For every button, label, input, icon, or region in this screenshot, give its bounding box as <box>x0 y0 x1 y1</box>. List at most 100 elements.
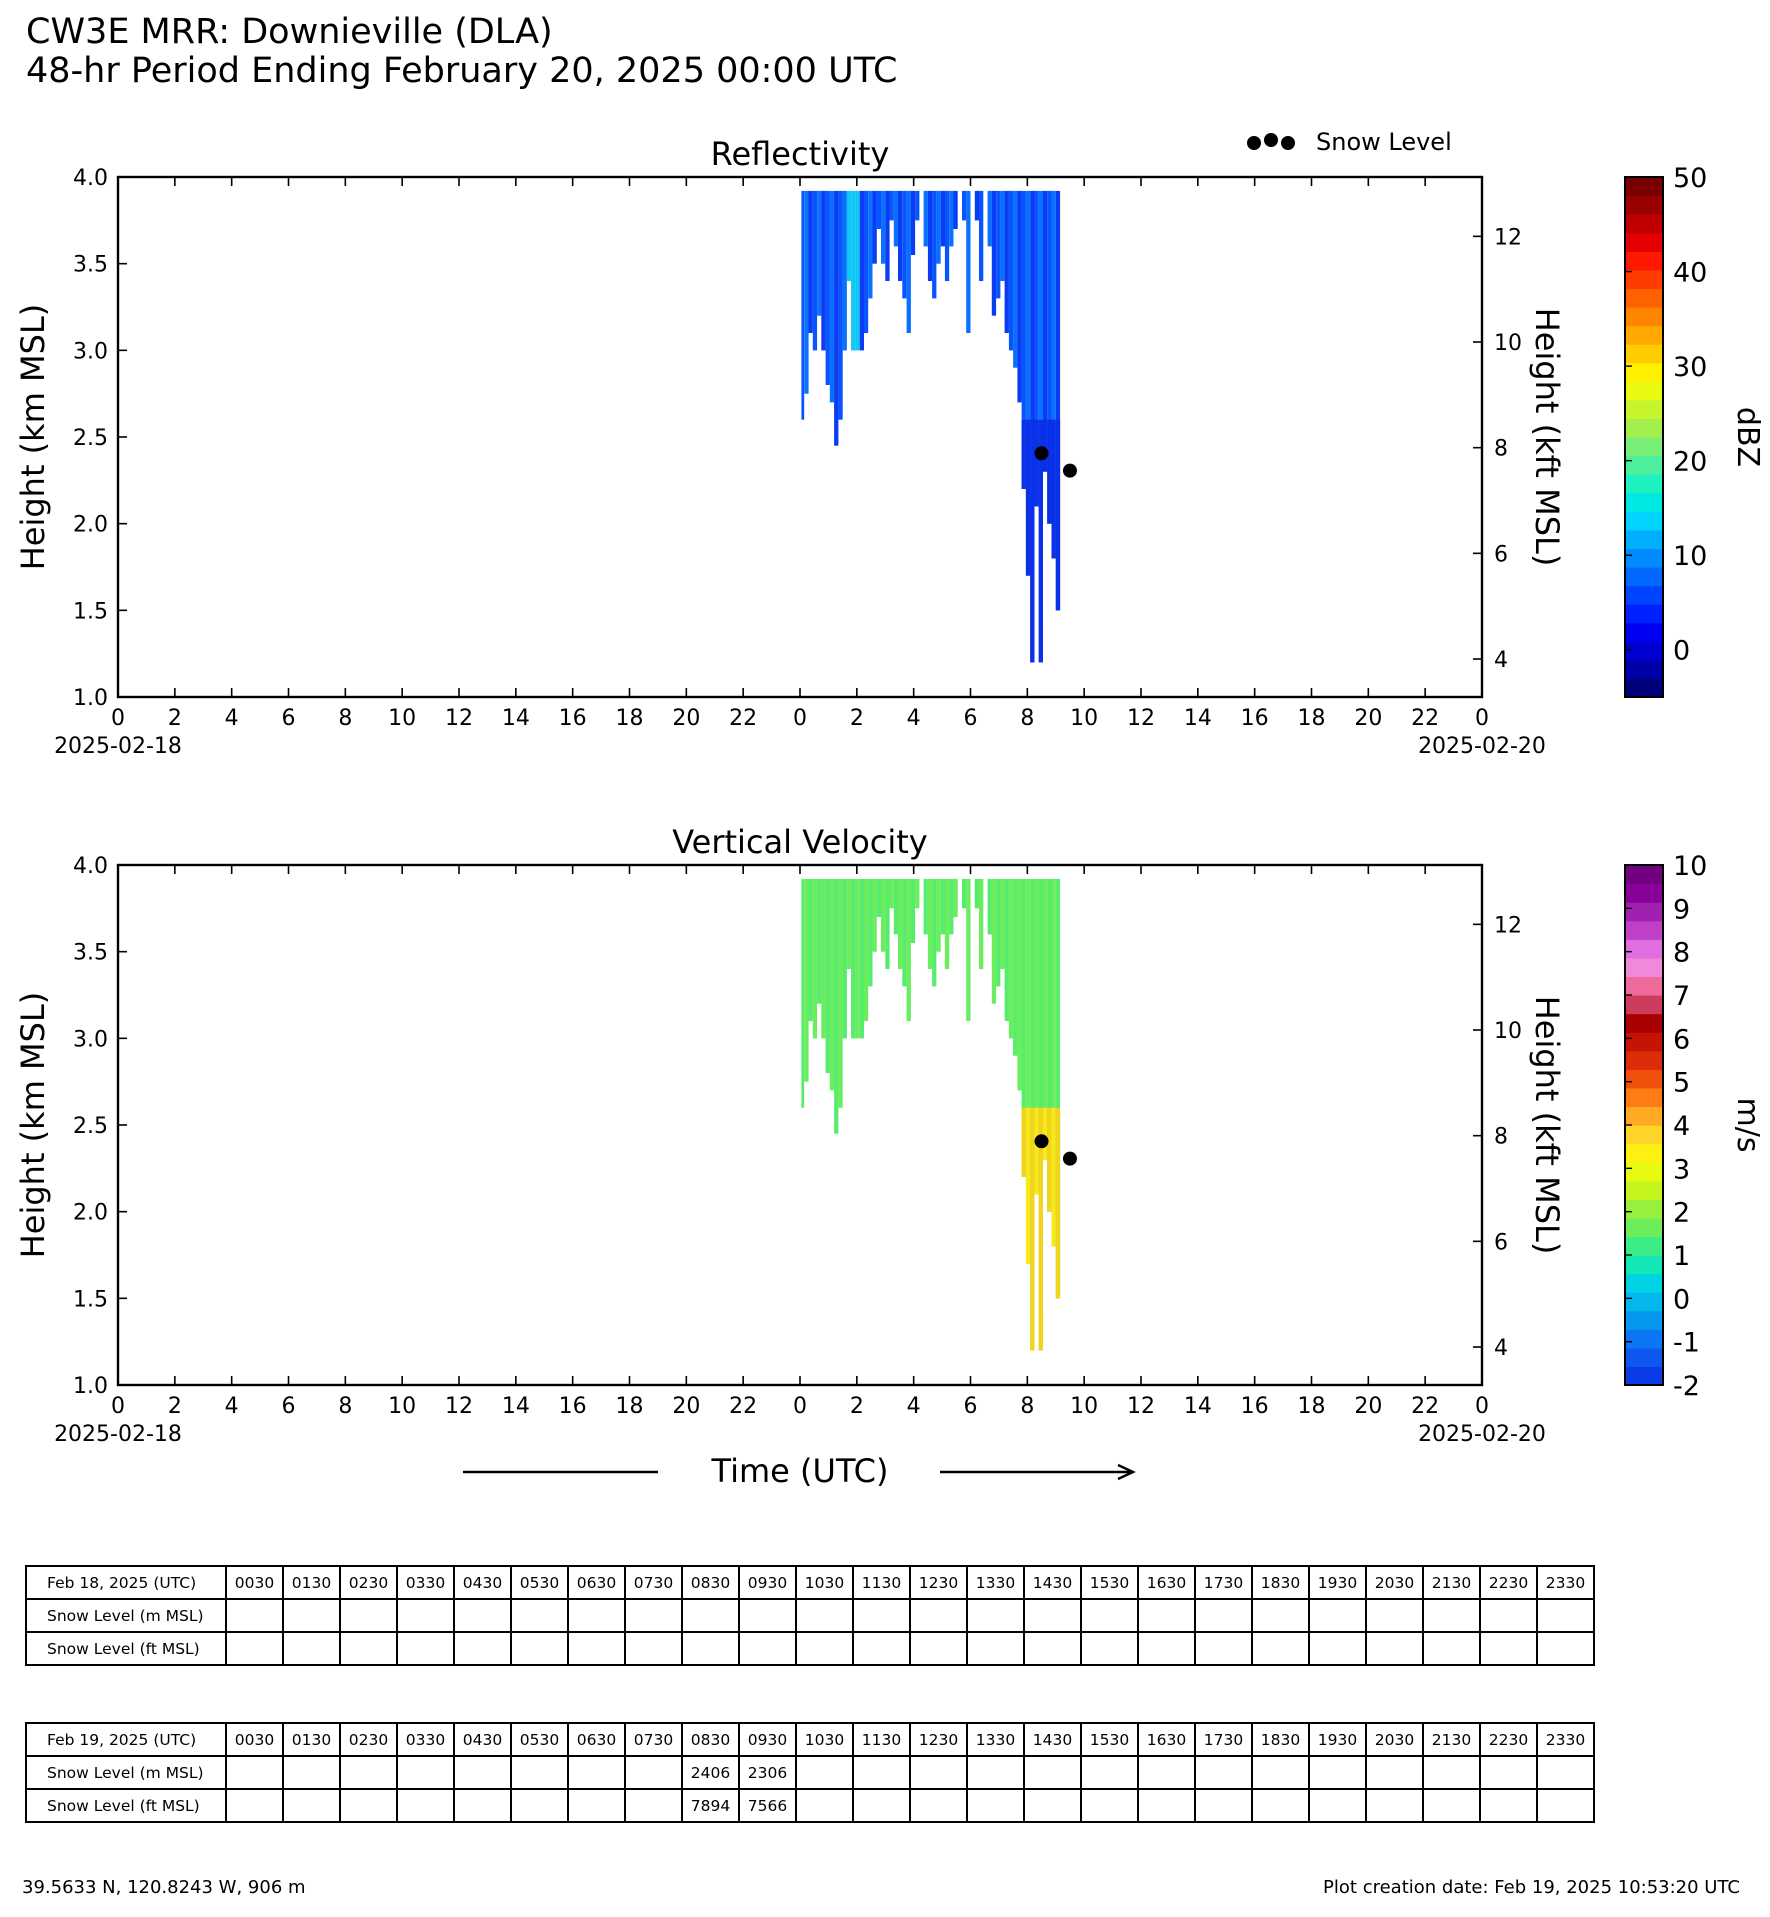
colorbar-segment <box>1625 659 1663 680</box>
table-time-header: 1730 <box>1194 1565 1253 1600</box>
x-tick-label: 0 <box>793 1394 807 1419</box>
table-time-header: 1230 <box>909 1722 968 1757</box>
table-cell <box>396 1598 455 1633</box>
echo-column <box>889 190 894 221</box>
colorbar-segment <box>1625 622 1663 642</box>
snow-level-table-feb19: Feb 19, 2025 (UTC) 0030 0130 0230 0330 0430 05… <box>25 1722 1595 1823</box>
table-time-header: 0130 <box>282 1565 341 1600</box>
echo-lower-band <box>1043 1107 1048 1160</box>
echo-column <box>876 878 881 917</box>
x-tick-label: 2 <box>168 1394 182 1419</box>
echo-column <box>1051 190 1056 559</box>
x-tick-label: 18 <box>1298 1394 1326 1419</box>
x-date-end-label: 2025-02-20 <box>1418 1422 1546 1447</box>
echo-column <box>944 878 950 969</box>
y-tick-label: 2.5 <box>73 426 108 451</box>
echo-lower-band <box>1055 419 1061 611</box>
echo-column <box>863 190 869 333</box>
x-tick-label: 16 <box>1241 1394 1269 1419</box>
table-cell <box>1536 1631 1595 1666</box>
table-cell <box>852 1755 911 1790</box>
table-cell <box>1251 1598 1310 1633</box>
table-cell <box>510 1755 569 1790</box>
echo-column <box>1051 878 1056 1247</box>
echo-column <box>893 878 899 935</box>
colorbar-segment <box>1625 1217 1663 1238</box>
echo-column <box>851 190 856 351</box>
echo-column <box>944 190 950 281</box>
table-cell <box>225 1631 284 1666</box>
table-cell <box>738 1598 797 1633</box>
colorbar-tick-label: 10 <box>1673 851 1707 882</box>
x-date-start-label: 2025-02-18 <box>54 1422 182 1447</box>
echo-column <box>872 190 877 264</box>
x-tick-label: 4 <box>225 1394 239 1419</box>
colorbar-segment <box>1625 567 1663 587</box>
table-cell <box>1365 1598 1424 1633</box>
colorbar-tick-label: 40 <box>1673 258 1707 289</box>
x-tick-label: 4 <box>907 706 921 731</box>
y-right-tick-label: 10 <box>1494 331 1522 356</box>
table-header-row: Feb 19, 2025 (UTC) 0030 0130 0230 0330 0430 05… <box>25 1722 1595 1757</box>
echo-lower-band <box>1021 419 1026 489</box>
table-cell <box>966 1631 1025 1666</box>
y-tick-label: 3.5 <box>73 253 108 278</box>
snow-level-point <box>1062 1151 1077 1166</box>
colorbar-segment <box>1625 511 1663 531</box>
table-cell <box>1479 1598 1538 1633</box>
table-cell <box>909 1598 968 1633</box>
table-row: Snow Level (ft MSL) <box>25 1631 1595 1666</box>
echo-column <box>834 190 839 446</box>
echo-column <box>991 190 997 316</box>
echo-column <box>821 878 826 1039</box>
colorbar-segment <box>1625 1236 1663 1256</box>
table-cell <box>852 1788 911 1823</box>
echo-column <box>953 190 958 229</box>
x-tick-label: 12 <box>445 1394 473 1419</box>
echo-column <box>1000 190 1005 281</box>
echo-column <box>1043 878 1048 1160</box>
echo-column <box>1004 190 1009 333</box>
table-cell <box>510 1598 569 1633</box>
colorbar-segment <box>1625 939 1663 959</box>
colorbar-tick-label: 1 <box>1673 1241 1690 1272</box>
table-cell <box>339 1788 398 1823</box>
y-tick-label: 1.5 <box>73 1287 108 1312</box>
x-date-start-label: 2025-02-18 <box>54 734 182 759</box>
colorbar-frame <box>1624 176 1664 698</box>
echo-column <box>893 190 899 247</box>
echo-column <box>902 190 907 299</box>
echo-column <box>821 190 826 351</box>
table-cell <box>1308 1598 1367 1633</box>
colorbar-label: dBZ <box>1730 407 1765 467</box>
echo-lower-band <box>1038 419 1043 663</box>
table-time-header: 0330 <box>396 1722 455 1757</box>
table-time-header: 1130 <box>852 1565 911 1600</box>
x-tick-label: 0 <box>1475 1394 1489 1419</box>
echo-column <box>898 190 903 281</box>
echo-column <box>812 878 818 1039</box>
colorbar-segment <box>1625 325 1663 345</box>
colorbar-tick-label: 6 <box>1673 1024 1690 1055</box>
y-right-tick-label: 12 <box>1494 225 1522 250</box>
echo-column <box>966 190 971 333</box>
echo-column <box>846 190 852 281</box>
colorbar-tick-label: 3 <box>1673 1154 1690 1185</box>
table-time-header: 1630 <box>1137 1565 1196 1600</box>
colorbar-segment <box>1625 641 1663 661</box>
x-tick-label: 22 <box>1411 706 1439 731</box>
table-cell <box>966 1755 1025 1790</box>
echo-lower-band <box>1034 419 1039 507</box>
colorbar-segment <box>1625 492 1663 512</box>
y-tick-label: 1.0 <box>73 686 108 711</box>
echo-column <box>987 190 992 247</box>
legend-marker <box>1247 136 1261 150</box>
colorbar-tick-label: 30 <box>1673 352 1707 383</box>
table-time-header: 0730 <box>624 1722 683 1757</box>
panel-title: Vertical Velocity <box>672 823 927 861</box>
snow-level-point <box>1062 463 1077 478</box>
page-title: CW3E MRR: Downieville (DLA) <box>26 12 553 52</box>
colorbar-tick-label: 2 <box>1673 1198 1690 1229</box>
echo-column <box>846 878 852 969</box>
echo-column <box>801 190 805 420</box>
